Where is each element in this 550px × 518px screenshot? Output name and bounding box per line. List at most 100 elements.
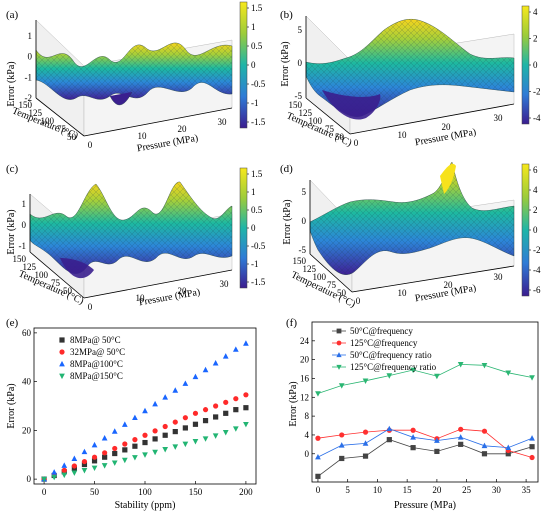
- data-point: [213, 414, 219, 420]
- ztick-label: -5: [295, 91, 303, 101]
- xtick-label: 10: [138, 131, 148, 141]
- data-point: [434, 437, 440, 443]
- data-point: [386, 437, 392, 443]
- legend-label: 32MPa@ 50°C: [70, 347, 125, 357]
- xtick-label: 0: [88, 302, 93, 312]
- data-point: [410, 445, 416, 451]
- plot-frame-f: [311, 321, 539, 483]
- panel-c: (c) Error (kPa) Temperature (°C) Pressur…: [6, 163, 266, 312]
- data-point: [212, 359, 219, 366]
- legend-label: 50°C@frequency: [350, 326, 413, 336]
- data-point: [505, 451, 511, 457]
- ztick-label: 5: [298, 25, 303, 35]
- colorbar-tick-label: 0.5: [251, 205, 263, 215]
- y-tick-label: 12: [300, 392, 309, 402]
- data-point: [202, 418, 209, 424]
- legend-label: 8MPa@150°C: [70, 371, 123, 381]
- xtick-label: 0: [354, 138, 359, 148]
- xtick-label: 10: [398, 288, 408, 298]
- data-point: [243, 405, 249, 411]
- series-line: [317, 439, 533, 477]
- colorbar-c: [239, 167, 248, 289]
- data-point: [243, 421, 249, 428]
- data-point: [122, 447, 128, 453]
- data-point: [222, 429, 229, 436]
- ytick-label: 75: [327, 280, 337, 290]
- ytick-label: 150: [289, 100, 303, 110]
- data-point: [192, 439, 199, 445]
- zlabel-a: Error (kPa): [6, 61, 17, 106]
- data-point: [386, 425, 393, 432]
- colorbar-tick-label: -0.5: [251, 79, 266, 89]
- zlabel-d: Error (kPa): [282, 199, 293, 244]
- data-point: [182, 441, 189, 448]
- colorbar-tick-label: 0: [533, 60, 538, 70]
- colorbar-tick-label: -1: [251, 259, 259, 269]
- data-point: [41, 476, 47, 483]
- colorbar-tick-label: 0.5: [251, 41, 263, 51]
- legend-label: 125°C@frequency: [350, 338, 418, 348]
- data-point: [233, 407, 239, 413]
- data-point: [152, 449, 158, 456]
- data-point: [339, 432, 345, 438]
- plot-frame-e: [33, 327, 257, 485]
- ytick-label: 125: [23, 262, 37, 272]
- data-point: [172, 444, 179, 450]
- legend-label: 8MPa@100°C: [70, 359, 123, 369]
- colorbar-tick-label: -1.5: [251, 277, 266, 287]
- colorbar-tick-label: 1: [251, 22, 256, 32]
- data-point: [132, 443, 138, 449]
- data-point: [162, 394, 169, 400]
- data-point: [505, 370, 512, 376]
- data-point: [132, 414, 138, 421]
- series-line: [317, 428, 533, 458]
- data-point: [172, 387, 179, 393]
- data-point: [112, 450, 118, 457]
- ytick-label: 150: [293, 256, 307, 266]
- ytick-label: 75: [57, 124, 67, 134]
- colorbar-tick-label: 1: [251, 187, 256, 197]
- data-point: [142, 432, 148, 438]
- ylabel-f: Error (kPa): [288, 381, 299, 426]
- ztick-label: 0: [22, 220, 27, 230]
- data-point: [202, 366, 209, 373]
- legend-marker: [336, 352, 342, 358]
- xtick-label: 0: [356, 296, 361, 306]
- data-point: [232, 346, 239, 352]
- x-tick-label: 10: [373, 485, 383, 495]
- data-point: [481, 451, 488, 457]
- data-point: [182, 380, 189, 386]
- xtick-label: 20: [444, 280, 454, 290]
- colorbar-tick-label: 6: [533, 165, 538, 175]
- data-point: [362, 429, 369, 435]
- data-point: [223, 399, 229, 405]
- data-point: [152, 428, 158, 434]
- panel-d: (d) Error (kPa) Temperature (°C) Pressur…: [280, 161, 541, 310]
- y-tick-label: 4: [305, 430, 310, 440]
- ylabel-e: Error (kPa): [6, 383, 17, 428]
- data-point: [529, 435, 535, 441]
- data-point: [457, 362, 464, 368]
- x-tick-label: 0: [42, 487, 47, 497]
- y-tick-label: 8: [305, 411, 310, 421]
- data-point: [410, 367, 416, 374]
- data-point: [172, 428, 178, 435]
- data-point: [81, 458, 88, 465]
- xlabel-f: Pressure (MPa): [394, 500, 456, 511]
- data-point: [61, 472, 68, 479]
- colorbar-tick-label: 1.5: [251, 3, 263, 13]
- panel-label-e: (e): [6, 317, 19, 329]
- data-point: [121, 421, 128, 427]
- data-point: [243, 340, 249, 346]
- x-tick-label: 0: [316, 485, 321, 495]
- data-point: [362, 453, 369, 459]
- colorbar-tick-label: -0.5: [251, 241, 266, 251]
- data-point: [162, 423, 168, 430]
- ztick-label: 1: [22, 199, 27, 209]
- x-tick-label: 35: [522, 485, 532, 495]
- data-point: [91, 441, 98, 448]
- series-line: [317, 428, 533, 458]
- data-point: [111, 428, 118, 434]
- y-tick-label: 0: [27, 474, 32, 484]
